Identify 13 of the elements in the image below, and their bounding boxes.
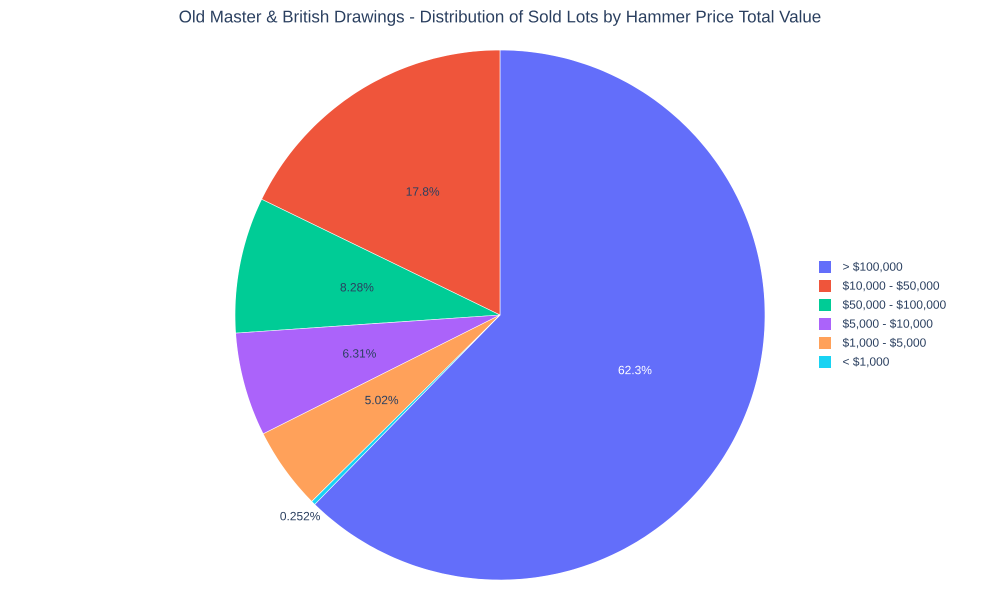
- data-label: 62.3%: [618, 366, 652, 374]
- data-label: 6.31%: [343, 349, 376, 358]
- legend-label: $5,000 - $10,000: [842, 318, 932, 330]
- data-label: 5.02%: [365, 396, 398, 404]
- legend-label: $50,000 - $100,000: [842, 300, 946, 310]
- legend-label: < $1,000: [843, 356, 889, 368]
- data-label: 0.252%: [280, 512, 320, 520]
- legend-label: $10,000 - $50,000: [842, 280, 940, 292]
- legend-label: > $100,000: [843, 262, 902, 272]
- data-label: 8.28%: [340, 282, 374, 292]
- chart-title: Old Master & British Drawings - Distribution of Sold Lots by Hammer Price Total Value: [180, 10, 820, 26]
- data-label: 17.8%: [406, 187, 440, 196]
- legend-label: $1,000 - $5,000: [842, 338, 926, 348]
